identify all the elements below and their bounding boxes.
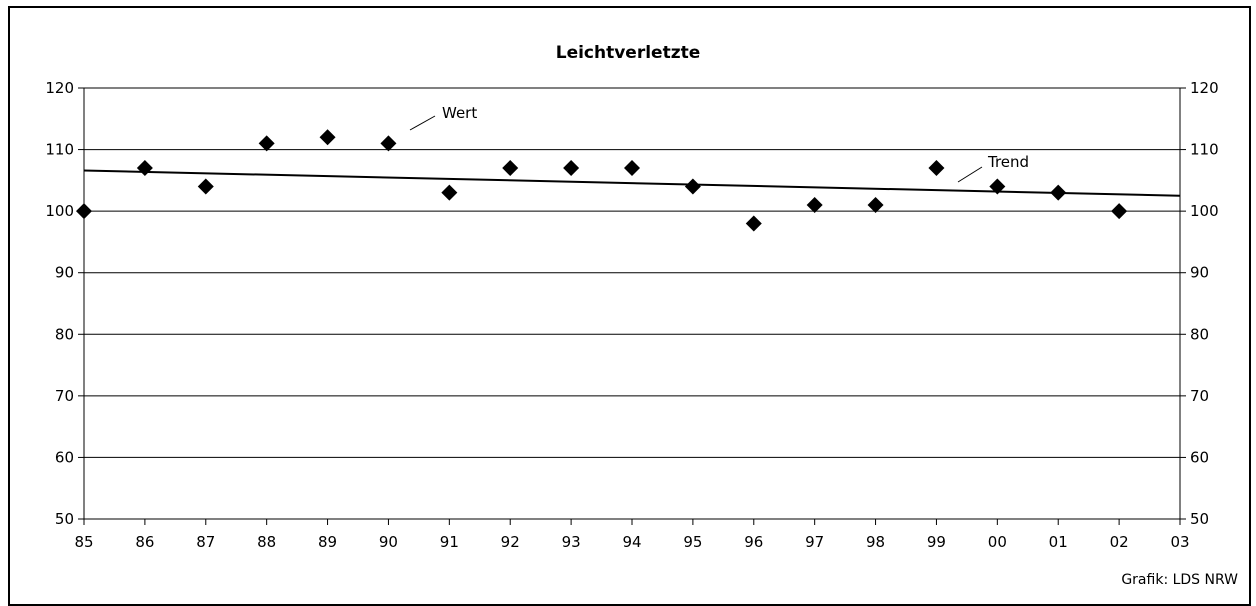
x-tick-label: 92 bbox=[501, 533, 520, 551]
y-tick-label-left: 100 bbox=[45, 202, 74, 220]
wert-leader-line bbox=[409, 115, 436, 131]
data-point bbox=[1111, 203, 1128, 220]
data-point bbox=[745, 215, 762, 232]
data-points bbox=[76, 129, 1128, 232]
y-tick-label-left: 60 bbox=[55, 448, 74, 466]
y-tick-label-left: 70 bbox=[55, 387, 74, 405]
data-point bbox=[197, 178, 214, 195]
tick-labels: 50 50 60 60 70 70 80 80 90 90 100 100 110 110 120 120 85… bbox=[45, 79, 1218, 551]
x-tick-label: 89 bbox=[318, 533, 337, 551]
y-tick-label-left: 80 bbox=[55, 325, 74, 343]
y-tick-label-right: 60 bbox=[1190, 448, 1209, 466]
y-tick-label-right: 70 bbox=[1190, 387, 1209, 405]
data-point bbox=[319, 129, 336, 146]
x-tick-label: 86 bbox=[135, 533, 154, 551]
y-tick-label-left: 120 bbox=[45, 79, 74, 97]
x-tick-label: 88 bbox=[257, 533, 276, 551]
chart-title: Leichtverletzte bbox=[556, 43, 701, 63]
x-tick-label: 03 bbox=[1170, 533, 1189, 551]
data-point bbox=[76, 203, 92, 220]
x-tick-label: 96 bbox=[744, 533, 763, 551]
x-tick-label: 91 bbox=[440, 533, 459, 551]
leichtverletzte-chart: Leichtverletzte Grafik: LDS NRW 50 50 60 60… bbox=[45, 43, 1238, 588]
data-point bbox=[684, 178, 701, 195]
annotation-trend: Trend bbox=[987, 153, 1029, 171]
y-tick-label-right: 100 bbox=[1190, 202, 1219, 220]
x-tick-label: 94 bbox=[622, 533, 641, 551]
data-point bbox=[806, 196, 823, 213]
y-tick-label-right: 80 bbox=[1190, 325, 1209, 343]
y-tick-label-left: 90 bbox=[55, 264, 74, 282]
x-tick-label: 98 bbox=[866, 533, 885, 551]
y-tick-label-right: 50 bbox=[1190, 510, 1209, 528]
x-tick-label: 02 bbox=[1110, 533, 1129, 551]
y-tick-label-left: 50 bbox=[55, 510, 74, 528]
x-tick-label: 99 bbox=[927, 533, 946, 551]
y-tick-label-right: 120 bbox=[1190, 79, 1219, 97]
data-point bbox=[624, 160, 640, 177]
x-tick-label: 01 bbox=[1049, 533, 1068, 551]
chart-frame bbox=[8, 6, 1251, 606]
data-point bbox=[1050, 184, 1067, 201]
annotations: Wert Trend bbox=[409, 104, 1029, 183]
trend-leader-line bbox=[957, 166, 983, 183]
data-point bbox=[136, 160, 153, 177]
data-point bbox=[989, 178, 1006, 195]
data-point bbox=[928, 160, 945, 177]
x-tick-label: 85 bbox=[74, 533, 93, 551]
x-tick-label: 97 bbox=[805, 533, 824, 551]
x-tick-label: 87 bbox=[196, 533, 215, 551]
data-point bbox=[867, 196, 884, 213]
y-tick-label-right: 90 bbox=[1190, 264, 1209, 282]
data-point bbox=[441, 184, 458, 201]
y-tick-label-right: 110 bbox=[1190, 141, 1219, 159]
y-tick-label-left: 110 bbox=[45, 141, 74, 159]
x-tick-label: 90 bbox=[379, 533, 398, 551]
x-tick-label: 93 bbox=[562, 533, 581, 551]
data-point bbox=[258, 135, 275, 152]
x-tick-label: 00 bbox=[988, 533, 1007, 551]
data-point bbox=[563, 160, 580, 177]
annotation-wert: Wert bbox=[442, 104, 477, 122]
x-tick-label: 95 bbox=[683, 533, 702, 551]
data-point bbox=[502, 160, 519, 177]
chart-credit: Grafik: LDS NRW bbox=[1121, 572, 1238, 588]
data-point bbox=[380, 135, 397, 152]
